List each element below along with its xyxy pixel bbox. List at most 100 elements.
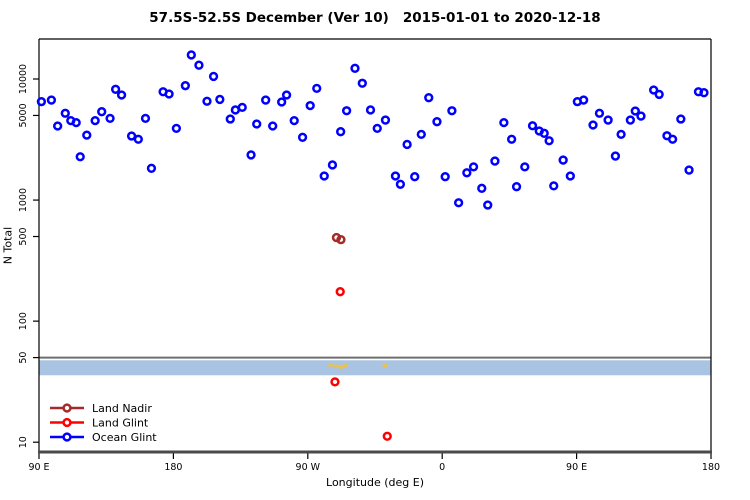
data-point-ocean-glint: [654, 89, 664, 100]
legend-label: Ocean Glint: [92, 431, 157, 444]
data-point-ocean-glint: [424, 93, 434, 103]
data-point-ocean-glint: [410, 172, 420, 182]
legend-item-land-glint: Land Glint: [50, 417, 149, 430]
y-tick-label: 1000: [18, 188, 29, 212]
data-point-ocean-glint: [202, 96, 212, 106]
data-point-ocean-glint: [215, 94, 225, 105]
data-point-ocean-glint: [164, 89, 174, 99]
y-tick-label: 10000: [18, 64, 29, 94]
data-point-ocean-glint: [625, 115, 636, 125]
data-point-ocean-glint: [380, 115, 391, 125]
legend-item-ocean-glint: Ocean Glint: [50, 431, 157, 444]
data-point-ocean-glint: [281, 90, 292, 100]
data-point-ocean-glint: [225, 114, 235, 124]
data-point-ocean-glint: [462, 168, 472, 178]
data-point-ocean-glint: [667, 134, 678, 144]
data-point-ocean-glint: [549, 181, 559, 191]
legend-item-land-nadir: Land Nadir: [50, 402, 152, 415]
data-point-ocean-glint: [36, 97, 47, 107]
data-point-land-nadir: [336, 235, 346, 245]
data-point-ocean-glint: [350, 63, 360, 73]
data-point-ocean-glint: [53, 121, 63, 131]
yellow-mark: [382, 363, 388, 368]
data-point-ocean-glint: [440, 172, 450, 182]
yellow-mark: [328, 363, 334, 368]
data-point-ocean-glint: [365, 105, 376, 115]
data-point-ocean-glint: [133, 134, 143, 144]
legend-marker: [62, 403, 72, 413]
data-point-ocean-glint: [447, 106, 457, 116]
data-point-land-glint: [335, 287, 345, 297]
data-point-ocean-glint: [372, 123, 382, 134]
data-point-ocean-glint: [319, 171, 329, 181]
data-point-ocean-glint: [616, 129, 626, 140]
data-point-ocean-glint: [390, 171, 401, 181]
data-point-ocean-glint: [246, 150, 256, 160]
data-point-ocean-glint: [499, 117, 509, 128]
data-point-ocean-glint: [477, 183, 487, 193]
data-point-ocean-glint: [684, 165, 694, 175]
data-point-ocean-glint: [402, 139, 412, 150]
data-point-ocean-glint: [297, 132, 308, 142]
highlight-band: [39, 360, 711, 376]
data-point-ocean-glint: [46, 95, 57, 105]
data-point-ocean-glint: [416, 129, 426, 140]
yellow-mark: [338, 365, 344, 370]
data-point-ocean-glint: [277, 97, 287, 107]
data-point-ocean-glint: [610, 151, 621, 161]
data-point-ocean-glint: [676, 114, 686, 124]
data-point-ocean-glint: [395, 179, 406, 189]
x-tick-label: 180: [164, 462, 182, 473]
y-tick-label: 10: [18, 436, 29, 448]
data-point-ocean-glint: [194, 60, 204, 70]
data-point-ocean-glint: [636, 111, 646, 121]
data-point-ocean-glint: [336, 127, 346, 137]
data-point-ocean-glint: [432, 117, 442, 127]
data-point-ocean-glint: [527, 121, 538, 131]
x-axis-label: Longitude (deg E): [326, 476, 424, 489]
data-point-ocean-glint: [252, 119, 262, 129]
data-point-ocean-glint: [261, 95, 271, 105]
data-point-ocean-glint: [180, 81, 190, 91]
y-tick-label: 100: [18, 312, 29, 330]
data-point-ocean-glint: [511, 182, 522, 192]
yellow-mark: [342, 363, 348, 368]
data-point-ocean-glint: [594, 108, 605, 118]
data-point-ocean-glint: [341, 106, 352, 116]
data-point-land-glint: [382, 431, 392, 441]
data-point-ocean-glint: [468, 162, 479, 172]
data-point-ocean-glint: [357, 78, 367, 88]
data-point-ocean-glint: [649, 85, 659, 95]
data-point-ocean-glint: [75, 152, 85, 162]
y-tick-label: 500: [18, 227, 29, 245]
data-point-ocean-glint: [90, 115, 100, 126]
data-point-ocean-glint: [110, 84, 121, 94]
data-point-ocean-glint: [289, 115, 299, 126]
data-point-ocean-glint: [453, 198, 464, 208]
data-point-ocean-glint: [60, 108, 70, 118]
data-point-ocean-glint: [171, 123, 182, 134]
legend-marker: [62, 432, 72, 442]
data-point-ocean-glint: [565, 171, 575, 181]
chart-title: 57.5S-52.5S December (Ver 10) 2015-01-01…: [149, 10, 601, 26]
data-point-ocean-glint: [71, 117, 81, 128]
data-point-ocean-glint: [588, 120, 598, 130]
x-tick-label: 90 E: [28, 462, 49, 473]
data-point-ocean-glint: [483, 200, 493, 210]
legend-label: Land Glint: [92, 417, 149, 430]
legend-label: Land Nadir: [92, 402, 152, 415]
data-point-ocean-glint: [490, 156, 500, 166]
x-tick-label: 90 E: [566, 462, 587, 473]
data-point-ocean-glint: [208, 71, 219, 82]
data-point-ocean-glint: [237, 102, 247, 113]
data-point-ocean-glint: [539, 128, 549, 138]
data-point-ocean-glint: [699, 88, 709, 98]
data-point-ocean-glint: [558, 155, 568, 165]
data-point-ocean-glint: [630, 106, 640, 116]
x-tick-label: 0: [439, 462, 445, 473]
x-tick-label: 90 W: [296, 462, 321, 473]
data-point-ocean-glint: [97, 107, 107, 117]
data-point-ocean-glint: [305, 100, 315, 111]
